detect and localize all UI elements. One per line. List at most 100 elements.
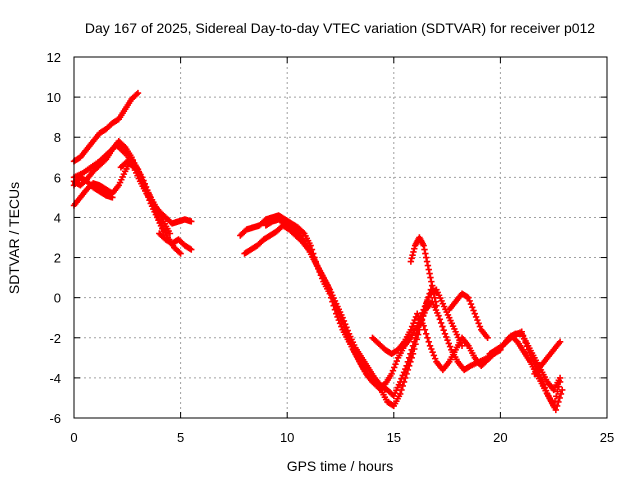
- data-point: [188, 246, 195, 253]
- data-point: [553, 393, 560, 400]
- data-point: [389, 367, 397, 374]
- y-tick-label: 10: [47, 90, 61, 105]
- data-point: [420, 242, 427, 249]
- data-point: [341, 320, 349, 328]
- axis-ticks: [73, 56, 608, 419]
- data-point: [339, 314, 346, 321]
- data-point: [469, 304, 476, 311]
- data-point: [559, 386, 566, 394]
- data-point: [423, 254, 430, 261]
- data-point: [484, 334, 491, 341]
- plot-frame: [73, 56, 608, 419]
- data-point: [444, 336, 451, 344]
- data-point: [398, 375, 405, 382]
- data-point: [474, 316, 481, 324]
- data-point: [176, 249, 183, 256]
- data-point: [424, 262, 432, 269]
- data-point: [423, 330, 430, 337]
- data-point: [425, 293, 432, 301]
- data-point: [134, 166, 142, 173]
- data-point: [429, 286, 437, 293]
- data-point: [435, 312, 442, 319]
- data-point: [396, 378, 404, 386]
- data-point: [392, 361, 399, 368]
- data-point: [441, 330, 449, 337]
- data-point: [430, 352, 438, 359]
- data-point: [405, 354, 413, 362]
- data-point: [407, 350, 414, 358]
- data-point: [402, 365, 409, 373]
- data-point: [557, 390, 565, 398]
- data-point: [542, 387, 550, 394]
- data-point: [413, 330, 421, 337]
- data-point: [129, 162, 136, 170]
- y-tick-label: 12: [47, 50, 61, 65]
- data-point: [422, 250, 429, 257]
- y-tick-label: 0: [54, 291, 61, 306]
- data-point: [407, 258, 415, 265]
- data-point: [421, 326, 429, 333]
- data-point: [552, 406, 560, 414]
- x-tick-label: 10: [280, 430, 294, 445]
- data-point: [437, 319, 445, 327]
- data-point: [186, 245, 194, 252]
- y-tick-label: -2: [49, 331, 61, 346]
- x-axis-label: GPS time / hours: [287, 458, 394, 474]
- data-point: [411, 316, 418, 324]
- x-tick-label: 5: [177, 430, 184, 445]
- data-point: [403, 362, 410, 370]
- data-point: [512, 337, 520, 344]
- data-point: [550, 402, 557, 410]
- data-point: [428, 345, 435, 353]
- data-point: [556, 394, 563, 402]
- data-point: [540, 381, 547, 388]
- data-point: [428, 278, 435, 285]
- data-point: [537, 374, 545, 382]
- data-point: [471, 310, 479, 317]
- data-point: [466, 297, 473, 305]
- data-point: [432, 298, 439, 305]
- data-point: [412, 334, 419, 341]
- data-point: [523, 343, 531, 350]
- data-point: [391, 364, 398, 371]
- data-point: [430, 290, 438, 297]
- data-point: [556, 378, 564, 386]
- data-point: [420, 322, 427, 329]
- y-tick-label: 8: [54, 130, 61, 145]
- data-point: [440, 326, 447, 334]
- data-point: [427, 274, 434, 281]
- grid-lines: [74, 57, 607, 418]
- data-point: [426, 342, 434, 349]
- data-point: [188, 218, 195, 225]
- x-tick-label: 15: [387, 430, 401, 445]
- data-point: [166, 230, 174, 237]
- data-point: [404, 358, 412, 366]
- data-point: [554, 388, 561, 395]
- data-point: [476, 323, 484, 330]
- data-point: [470, 307, 477, 314]
- data-point: [408, 255, 415, 262]
- data-point: [421, 309, 428, 317]
- y-tick-label: -4: [49, 371, 61, 386]
- x-tick-label: 25: [600, 430, 614, 445]
- data-point: [551, 397, 559, 405]
- y-tick-label: 6: [54, 170, 61, 185]
- data-point: [343, 324, 350, 331]
- data-point: [556, 338, 564, 345]
- data-point: [555, 398, 562, 406]
- data-point: [400, 369, 408, 376]
- data-point: [426, 270, 433, 277]
- data-point: [428, 282, 436, 289]
- y-axis-tick-labels: -6 -4 -2 0 2 4 6 8 10 12: [47, 50, 61, 426]
- data-point: [109, 194, 116, 201]
- data-point: [472, 313, 480, 321]
- data-point: [299, 229, 307, 236]
- data-point: [411, 245, 418, 252]
- data-points: [70, 89, 566, 414]
- data-point: [101, 157, 108, 164]
- data-point: [423, 258, 431, 265]
- data-point: [344, 327, 351, 334]
- data-point: [431, 294, 438, 301]
- data-point: [133, 91, 140, 98]
